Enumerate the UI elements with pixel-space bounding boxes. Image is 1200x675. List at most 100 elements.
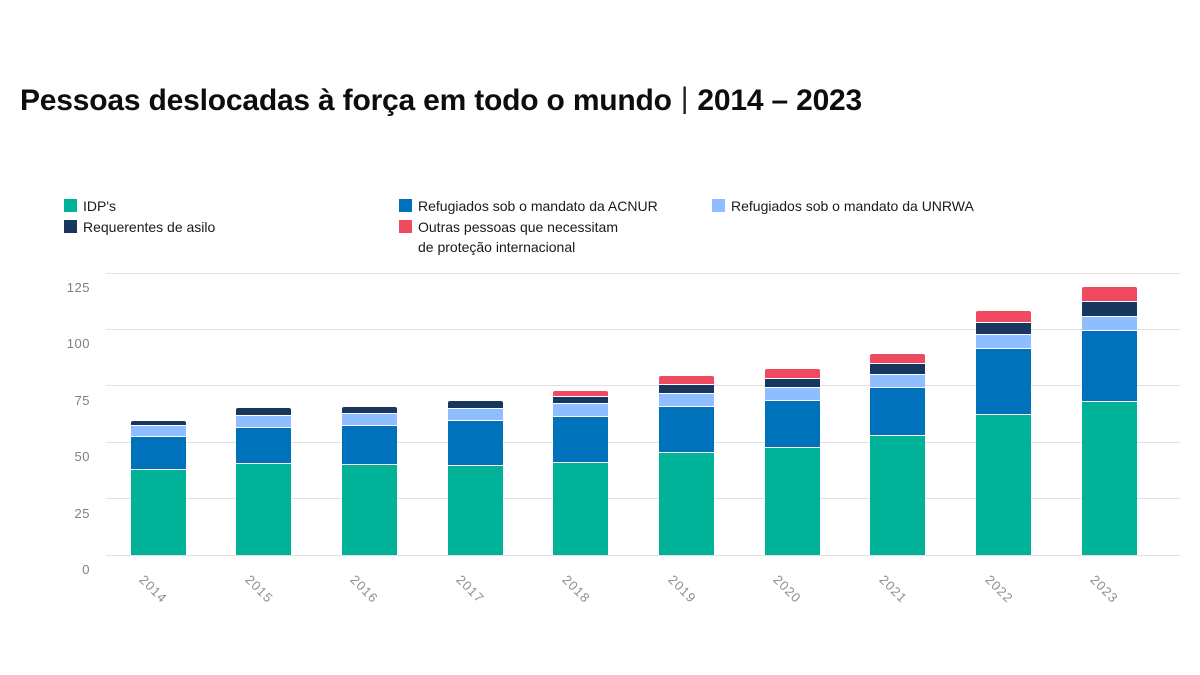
bar-2020-segment-unrwa	[764, 387, 820, 401]
bar-2018-segment-outras	[553, 390, 609, 396]
bar-2019-segment-unrwa	[659, 393, 714, 406]
legend-column-0: IDP's Requerentes de asilo	[64, 196, 215, 238]
bar-2021-segment-outras	[870, 353, 926, 364]
bar-2018-segment-asilo	[553, 395, 609, 404]
gridline-50	[106, 441, 1180, 443]
bar-2023-segment-outras	[1081, 287, 1137, 301]
bar-2017-segment-idps	[447, 464, 503, 555]
bar-2023-segment-acnur	[1081, 329, 1137, 401]
bar-2021-segment-asilo	[870, 363, 926, 374]
bar-2020-segment-idps	[764, 446, 820, 555]
y-axis-label-50: 50	[74, 449, 90, 465]
bar-2021-segment-acnur	[870, 386, 926, 435]
bar-2017	[447, 400, 503, 555]
legend-item-unrwa: Refugiados sob o mandato da UNRWA	[712, 196, 974, 216]
legend-column-1: Refugiados sob o mandato da ACNUR Outras …	[399, 196, 658, 258]
legend-column-2: Refugiados sob o mandato da UNRWA	[712, 196, 974, 217]
bar-2016	[341, 407, 397, 555]
bar-2015-segment-unrwa	[236, 414, 292, 427]
bar-2021-segment-unrwa	[870, 373, 926, 387]
chart-title: Pessoas deslocadas à força em todo o mun…	[20, 82, 863, 118]
gridline-75	[106, 385, 1180, 387]
legend-label-idps: IDP's	[83, 198, 117, 214]
bar-2018-segment-acnur	[553, 415, 609, 462]
bar-2022-segment-asilo	[976, 322, 1032, 335]
bar-2023-segment-unrwa	[1081, 316, 1137, 330]
gridline-25	[106, 498, 1180, 500]
bar-2022	[976, 310, 1032, 555]
legend-item-acnur: Refugiados sob o mandato da ACNUR	[399, 196, 658, 216]
bar-2019-segment-acnur	[659, 405, 714, 452]
bar-2019	[659, 375, 714, 555]
bar-2015	[236, 407, 292, 555]
bar-2015-segment-asilo	[236, 407, 292, 415]
bar-2016-segment-acnur	[341, 425, 397, 465]
legend-item-asilo: Requerentes de asilo	[64, 217, 215, 237]
bar-2021-segment-idps	[870, 434, 926, 555]
legend: IDP's Requerentes de asilo Refugiados sob …	[0, 196, 1200, 268]
bar-2023-segment-asilo	[1081, 300, 1137, 317]
y-axis-label-75: 75	[74, 392, 90, 408]
gridline-100	[106, 328, 1180, 330]
x-axis-label-2020: 2020	[770, 572, 805, 606]
bar-2020-segment-outras	[764, 369, 820, 378]
bar-2017-segment-asilo	[447, 400, 503, 408]
legend-label-unrwa: Refugiados sob o mandato da UNRWA	[731, 198, 974, 214]
legend-label-acnur: Refugiados sob o mandato da ACNUR	[418, 198, 658, 214]
legend-swatch-asilo	[64, 220, 77, 233]
bar-2023-segment-idps	[1081, 400, 1137, 555]
bar-2014-segment-acnur	[130, 436, 186, 469]
x-axis-label-2022: 2022	[981, 572, 1016, 606]
bar-2014-segment-asilo	[130, 420, 186, 425]
x-axis-label-2023: 2023	[1087, 572, 1122, 606]
title-main: Pessoas deslocadas à força em todo o mun…	[20, 84, 672, 117]
bar-2014-segment-unrwa	[130, 424, 186, 437]
gridline-0	[106, 554, 1180, 556]
bar-2022-segment-unrwa	[976, 334, 1032, 348]
bar-2015-segment-acnur	[236, 426, 292, 463]
bar-2015-segment-idps	[236, 462, 292, 555]
bar-2020-segment-asilo	[764, 377, 820, 388]
bar-2022-segment-acnur	[976, 347, 1032, 414]
legend-label-asilo: Requerentes de asilo	[83, 219, 216, 235]
legend-swatch-unrwa	[712, 199, 725, 212]
legend-swatch-acnur	[399, 199, 412, 212]
y-axis-label-125: 125	[66, 280, 90, 295]
bar-2014-segment-idps	[130, 468, 186, 555]
x-axis-label-2019: 2019	[664, 572, 699, 606]
x-axis-label-2016: 2016	[347, 572, 382, 606]
bar-2019-segment-idps	[659, 451, 714, 555]
bar-2023	[1081, 287, 1137, 555]
y-axis-label-0: 0	[82, 562, 90, 577]
x-axis-label-2015: 2015	[242, 572, 276, 606]
x-axis-label-2018: 2018	[559, 572, 594, 606]
x-axis-label-2014: 2014	[136, 572, 171, 606]
bar-2018	[553, 390, 609, 555]
legend-label-outras: Outras pessoas que necessitam de proteçã…	[418, 219, 618, 255]
bar-2017-segment-acnur	[447, 419, 503, 465]
bar-2019-segment-outras	[659, 375, 714, 384]
legend-item-idps: IDP's	[64, 196, 215, 216]
bar-2018-segment-unrwa	[553, 403, 609, 416]
bar-2020-segment-acnur	[764, 400, 820, 447]
bar-2016-segment-idps	[341, 464, 397, 555]
bar-2014	[130, 420, 186, 555]
bar-2021	[870, 353, 926, 555]
title-period: 2014 – 2023	[697, 84, 863, 117]
legend-swatch-outras	[399, 220, 412, 233]
title-separator: |	[680, 82, 689, 115]
y-axis-label-100: 100	[66, 336, 90, 352]
bar-2022-segment-outras	[976, 310, 1032, 323]
plot-area: 0 25 50 75 100 125 2014 2015 2016 2017 2018 2019 202…	[67, 272, 1180, 606]
bar-2018-segment-idps	[553, 461, 609, 555]
bar-2016-segment-asilo	[341, 407, 397, 414]
bar-2019-segment-asilo	[659, 383, 714, 394]
bar-2022-segment-idps	[976, 414, 1032, 555]
x-axis-label-2017: 2017	[453, 572, 488, 606]
legend-swatch-idps	[64, 199, 77, 212]
legend-item-outras: Outras pessoas que necessitam de proteçã…	[399, 217, 658, 257]
x-axis-label-2021: 2021	[876, 572, 911, 606]
bar-2020	[764, 369, 820, 555]
bar-2017-segment-unrwa	[447, 407, 503, 420]
